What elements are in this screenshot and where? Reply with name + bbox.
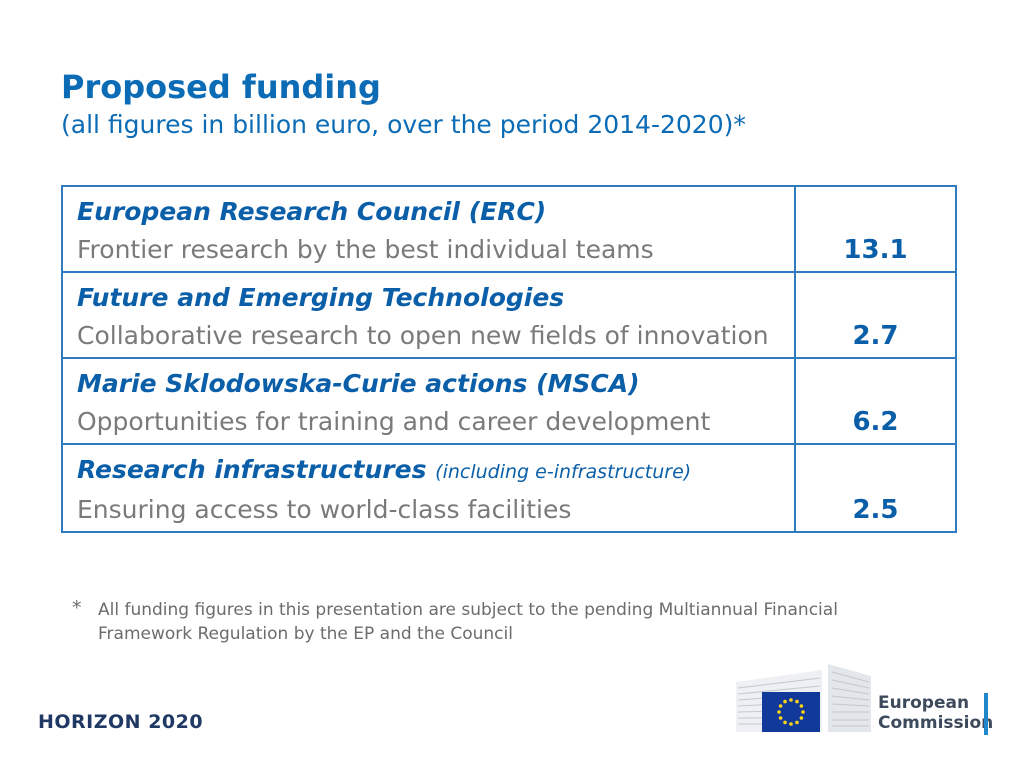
row-description-cell: Research infrastructures (including e-in… [61,443,796,533]
row-description-cell: European Research Council (ERC) Frontier… [61,185,796,273]
row-value: 2.7 [794,271,957,359]
row-title-note: (including e-infrastructure) [435,461,692,483]
row-description: Opportunities for training and career de… [77,407,711,436]
row-description: Frontier research by the best individual… [77,235,654,264]
row-description: Ensuring access to world-class facilitie… [77,495,572,524]
row-title: Research infrastructures (including e-in… [77,455,780,487]
row-title: European Research Council (ERC) [77,197,780,227]
row-title-text: Marie Sklodowska-Curie actions (MSCA) [77,369,640,398]
row-value: 2.5 [794,443,957,533]
european-commission-wordmark: European Commission [878,693,993,733]
row-title-text: European Research Council (ERC) [77,197,547,226]
logo-accent-bar [984,693,988,735]
table-row: Marie Sklodowska-Curie actions (MSCA) Op… [61,357,957,445]
row-description-cell: Marie Sklodowska-Curie actions (MSCA) Op… [61,357,796,445]
row-value: 6.2 [794,357,957,445]
footnote: * All funding figures in this presentati… [72,597,892,646]
horizon-2020-label: HORIZON 2020 [38,711,204,733]
row-title-text: Research infrastructures [77,455,427,484]
eu-flag-icon [762,692,820,732]
funding-table: European Research Council (ERC) Frontier… [61,185,957,533]
row-title: Future and Emerging Technologies [77,283,780,313]
row-value: 13.1 [794,185,957,273]
logo-line-1: European [878,693,970,713]
table-row: European Research Council (ERC) Frontier… [61,185,957,273]
logo-line-2: Commission [878,713,994,733]
footnote-marker: * [72,597,82,619]
european-commission-logo [736,664,871,732]
row-title-text: Future and Emerging Technologies [77,283,565,312]
berlaymont-building-icon [736,664,871,732]
row-title: Marie Sklodowska-Curie actions (MSCA) [77,369,780,399]
table-row: Future and Emerging Technologies Collabo… [61,271,957,359]
page-subtitle: (all figures in billion euro, over the p… [61,110,746,139]
row-description-cell: Future and Emerging Technologies Collabo… [61,271,796,359]
footnote-text: All funding figures in this presentation… [98,600,838,644]
table-row: Research infrastructures (including e-in… [61,443,957,533]
page-title: Proposed funding [61,68,381,106]
row-description: Collaborative research to open new field… [77,321,769,350]
